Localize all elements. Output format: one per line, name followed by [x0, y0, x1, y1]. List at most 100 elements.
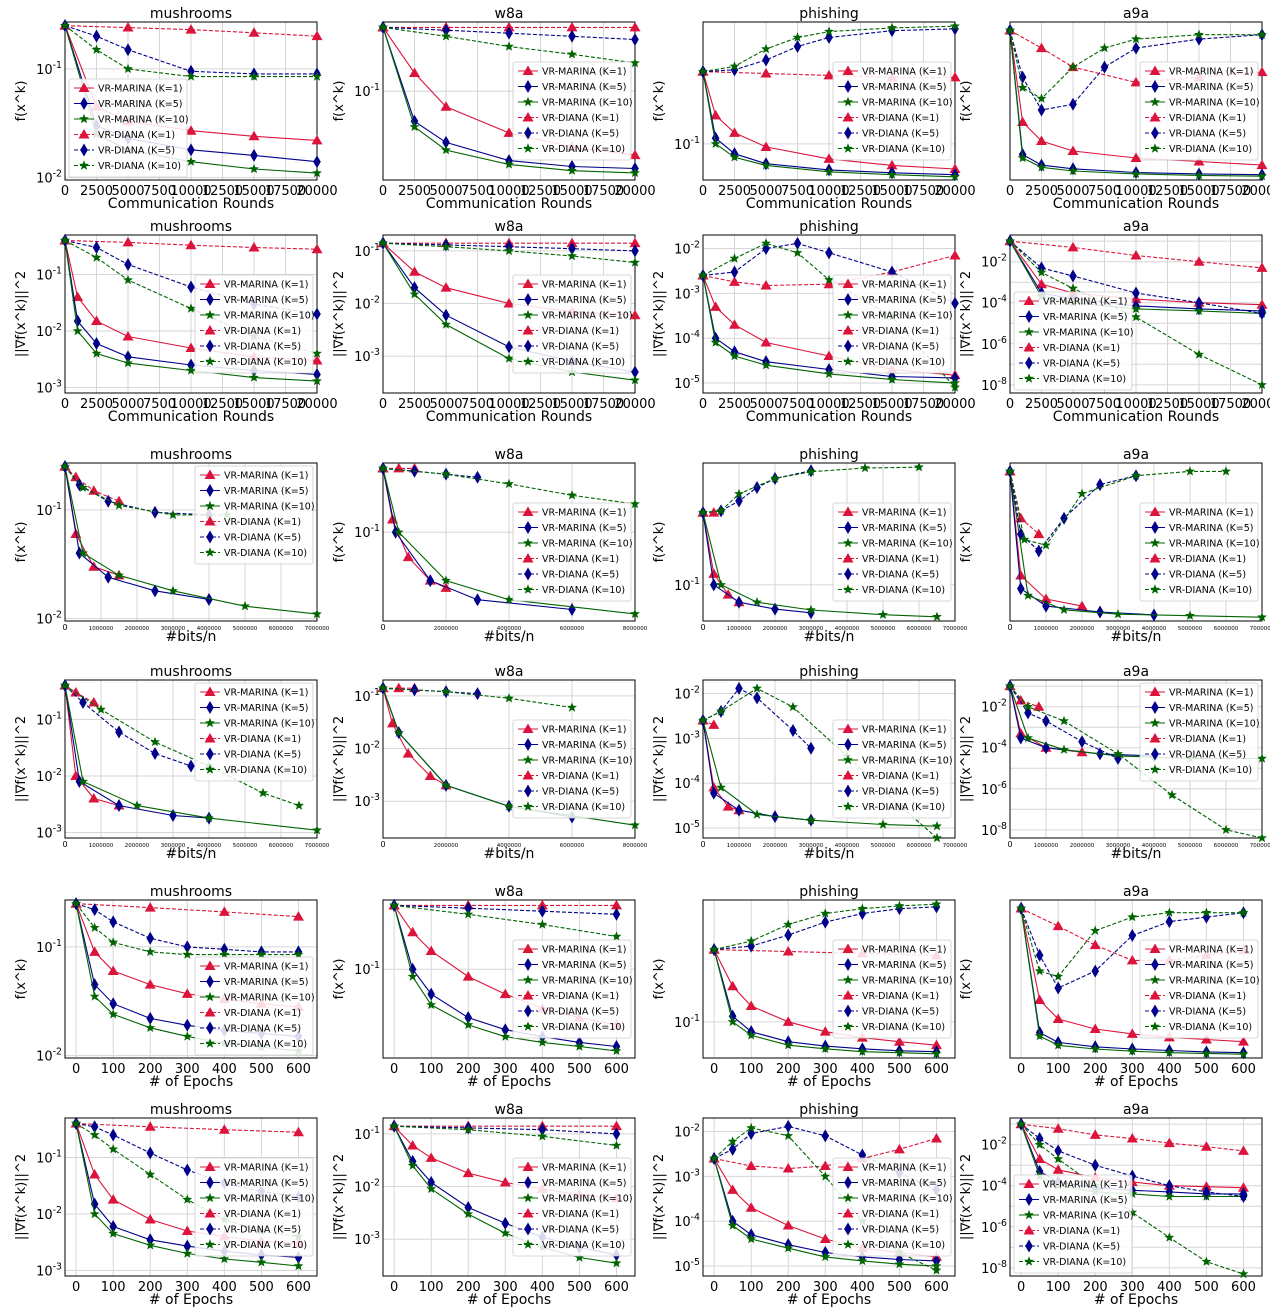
tick-label: 12500: [202, 184, 243, 199]
tick-label: 300: [813, 1280, 838, 1295]
data-point: [792, 247, 803, 258]
data-point: [1257, 29, 1267, 39]
data-point: [1193, 256, 1205, 266]
tick-label: 10-2: [36, 1205, 62, 1223]
data-point: [186, 303, 196, 313]
data-point: [630, 257, 640, 267]
data-point: [151, 747, 159, 761]
legend-marker: [205, 1038, 215, 1048]
tick-label: 7500: [781, 184, 814, 199]
legend: VR-MARINA (K=1) VR-MARINA (K=5) VR-MARINA …: [512, 502, 633, 602]
tick-label: 4000000: [497, 843, 522, 849]
legend-label: VR-MARINA (K=1): [1169, 945, 1254, 956]
legend-label: VR-MARINA (K=5): [224, 703, 309, 714]
legend-label: VR-MARINA (K=1): [224, 280, 309, 291]
data-point: [792, 32, 803, 42]
legend-label: VR-DIANA (K=10): [224, 548, 307, 559]
data-point: [931, 1265, 942, 1275]
x-axis-label: #bits/n: [804, 846, 855, 862]
data-point: [629, 309, 641, 320]
data-point: [1052, 1164, 1064, 1174]
data-point: [464, 901, 473, 915]
data-point: [1034, 994, 1046, 1004]
chart-title: a9a: [1123, 664, 1149, 680]
legend-label: VR-MARINA (K=5): [98, 99, 183, 110]
legend-marker: [844, 293, 852, 306]
data-point: [860, 462, 870, 473]
tick-label: 5000000: [1178, 843, 1203, 849]
data-point: [788, 701, 798, 712]
legend-marker: [524, 80, 532, 93]
legend-marker: [842, 1208, 854, 1218]
data-point: [503, 21, 515, 32]
legend-label: VR-MARINA (K=10): [862, 311, 953, 322]
data-point: [629, 149, 641, 160]
tick-label: 3000000: [799, 843, 824, 849]
tick-label: 600: [604, 1062, 629, 1077]
tick-label: 3000000: [1106, 626, 1131, 632]
legend-marker: [523, 1021, 533, 1031]
legend-marker: [1149, 990, 1161, 1000]
data-point: [1165, 1179, 1174, 1193]
legend-label: VR-DIANA (K=10): [542, 802, 625, 813]
data-point: [760, 68, 772, 78]
data-point: [402, 551, 414, 562]
legend-marker: [522, 770, 534, 780]
data-point: [108, 1009, 119, 1019]
legend-marker: [206, 1176, 214, 1189]
tick-label: 2500: [80, 397, 113, 412]
tick-label: 12500: [840, 397, 881, 412]
data-point: [292, 1126, 304, 1137]
chart-title: phishing: [799, 664, 858, 680]
legend-label: VR-DIANA (K=1): [542, 113, 619, 124]
legend-label: VR-MARINA (K=10): [1169, 539, 1260, 550]
chart-panel: w8a 0 2000000 4000000 6000000 8000000 10-1 #bit…: [332, 447, 648, 645]
tick-label: 17500: [903, 184, 944, 199]
data-point: [424, 770, 436, 781]
legend-label: VR-DIANA (K=10): [862, 357, 945, 368]
data-point: [91, 348, 102, 358]
legend-label: VR-DIANA (K=1): [224, 1008, 301, 1019]
chart-panel: a9a 0 100 200 300 400 500 600 10-8 10-6 10-4 10-2 # …: [959, 1102, 1263, 1308]
data-point: [410, 114, 419, 128]
data-point: [389, 1121, 400, 1131]
tick-label: 8000000: [623, 626, 648, 632]
legend-marker: [206, 1222, 214, 1236]
tick-label: 12500: [520, 184, 561, 199]
legend-box: [194, 682, 314, 782]
legend-label: VR-DIANA (K=1): [1169, 113, 1246, 124]
tick-label: 2000000: [763, 843, 788, 849]
data-point: [745, 1202, 757, 1212]
data-point: [611, 1258, 622, 1268]
tick-label: 10-2: [674, 685, 700, 703]
legend-marker: [79, 160, 89, 170]
y-axis-label: f(x^k): [959, 959, 974, 1000]
legend-label: VR-DIANA (K=10): [542, 1022, 625, 1033]
legend-marker: [523, 1239, 533, 1249]
data-point: [1023, 701, 1033, 711]
legend-marker: [1151, 126, 1159, 140]
data-point: [1128, 928, 1137, 942]
data-point: [89, 946, 101, 956]
data-point: [78, 776, 88, 786]
legend-label: VR-DIANA (K=5): [224, 342, 301, 353]
data-point: [1238, 1049, 1249, 1059]
tick-label: 10-1: [36, 938, 62, 956]
data-point: [107, 965, 119, 975]
legend-label: VR-MARINA (K=5): [224, 977, 309, 988]
data-point: [220, 942, 229, 956]
data-point: [115, 799, 123, 813]
data-point: [611, 931, 622, 941]
data-point: [73, 314, 82, 328]
data-point: [1069, 97, 1077, 111]
legend-label: VR-MARINA (K=10): [862, 976, 953, 987]
data-point: [1165, 915, 1174, 929]
data-point: [1005, 466, 1015, 476]
tick-label: 10-1: [354, 523, 380, 541]
data-point: [566, 21, 578, 32]
tick-label: 0: [61, 184, 69, 199]
legend-box: [512, 719, 632, 819]
data-point: [752, 683, 762, 693]
tick-label: 5000000: [233, 626, 258, 632]
data-point: [1130, 76, 1142, 87]
